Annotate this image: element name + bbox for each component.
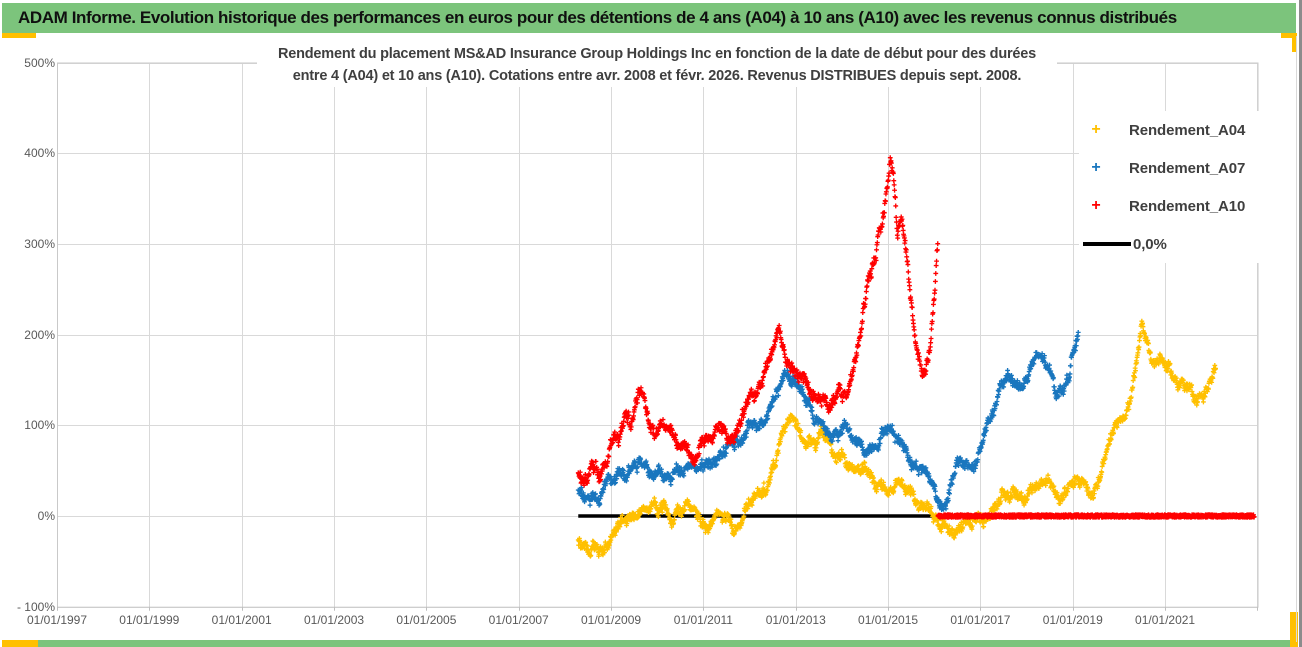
x-axis-label: 01/01/1997 <box>26 613 88 627</box>
legend-label: 0,0% <box>1133 235 1167 253</box>
chart-legend[interactable]: + Rendement_A04 + Rendement_A07 + Rendement_A… <box>1079 111 1265 263</box>
x-axis-label: 01/01/2013 <box>765 613 826 627</box>
legend-item-rendement-a04[interactable]: + Rendement_A04 <box>1079 111 1265 149</box>
plus-marker-icon: + <box>1091 121 1101 138</box>
legend-label: Rendement_A07 <box>1129 159 1246 177</box>
legend-label: Rendement_A10 <box>1129 197 1246 215</box>
x-axis-label: 01/01/2001 <box>211 613 272 627</box>
x-axis-label: 01/01/2009 <box>581 613 642 627</box>
line-swatch-icon <box>1083 242 1131 246</box>
x-axis-label: 01/01/2005 <box>396 613 457 627</box>
y-axis-label: 300% <box>24 236 55 251</box>
y-axis-label: 100% <box>24 418 55 433</box>
chart-title-line1: Rendement du placement MS&AD Insurance G… <box>277 46 1037 62</box>
plot-area[interactable] <box>57 62 1258 607</box>
legend-item-rendement-a10[interactable]: + Rendement_A10 <box>1079 187 1265 225</box>
x-axis-label: 01/01/2021 <box>1135 613 1196 627</box>
y-axis-label: 200% <box>24 327 55 342</box>
bottom-green-stripe <box>2 640 1296 647</box>
legend-item-0-0-[interactable]: 0,0% <box>1079 225 1265 263</box>
y-axis-label: 400% <box>24 146 55 161</box>
chart-title[interactable]: Rendement du placement MS&AD Insurance G… <box>257 43 1057 87</box>
y-axis-label: - 100% <box>16 599 55 614</box>
legend-item-rendement-a07[interactable]: + Rendement_A07 <box>1079 149 1265 187</box>
legend-label: Rendement_A04 <box>1129 121 1246 139</box>
x-axis-label: 01/01/2011 <box>673 613 733 627</box>
x-axis-label: 01/01/2003 <box>303 613 365 627</box>
window-right-edge <box>1299 0 1302 647</box>
x-axis-label: 01/01/2019 <box>1042 613 1103 627</box>
x-axis-label: 01/01/2015 <box>858 613 919 627</box>
x-axis-label: 01/01/2007 <box>488 613 549 627</box>
y-axis-label: 0% <box>37 509 55 523</box>
x-axis-label: 01/01/2017 <box>950 613 1011 627</box>
x-axis-label: 01/01/1999 <box>119 613 180 627</box>
gold-accent-bottom-left <box>2 640 38 647</box>
plus-marker-icon: + <box>1091 197 1101 214</box>
gold-accent-bottom-right <box>1290 612 1298 647</box>
plus-marker-icon: + <box>1091 159 1101 176</box>
chart-title-line2: entre 4 (A04) et 10 ans (A10). Cotations… <box>292 68 1022 84</box>
y-axis-label: 500% <box>24 55 55 70</box>
chart-right-border <box>1296 36 1297 642</box>
